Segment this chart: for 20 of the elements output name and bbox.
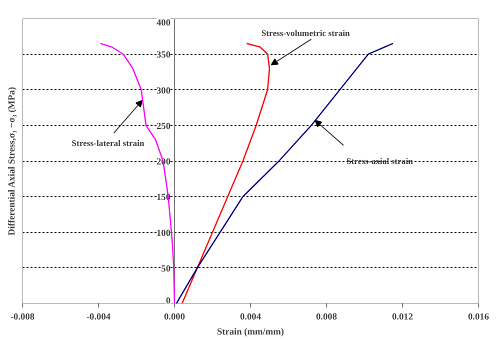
- y-tick-label: 250: [156, 122, 171, 132]
- annotation: Stress-volumetric strain: [261, 28, 350, 38]
- x-tick-label: 0.008: [316, 312, 338, 322]
- y-tick-label: 350: [156, 50, 171, 61]
- annotation: Stress-axial strain: [346, 156, 414, 166]
- x-tick-label: -0.004: [86, 312, 111, 322]
- y-tick-label: 100: [156, 228, 171, 239]
- line-series: [181, 42, 270, 304]
- y-tick-label: 300: [156, 86, 171, 96]
- annotation: Stress-lateral strain: [72, 138, 145, 148]
- y-tick-label: 400: [156, 18, 171, 28]
- y-tick-label: 0: [166, 296, 171, 306]
- x-tick-label: -0.008: [10, 312, 35, 322]
- x-tick-label: 0.000: [164, 312, 186, 322]
- y-tick-label: 50: [161, 264, 171, 274]
- x-tick-label: 0.016: [468, 312, 490, 322]
- x-axis-title: Strain (mm/mm): [216, 328, 284, 338]
- y-axis-title: Differential Axial Stress,σ₁ −σ₃ (MPa): [8, 87, 18, 236]
- x-tick-label: 0.004: [240, 312, 262, 322]
- x-tick-label: 0.012: [392, 312, 414, 322]
